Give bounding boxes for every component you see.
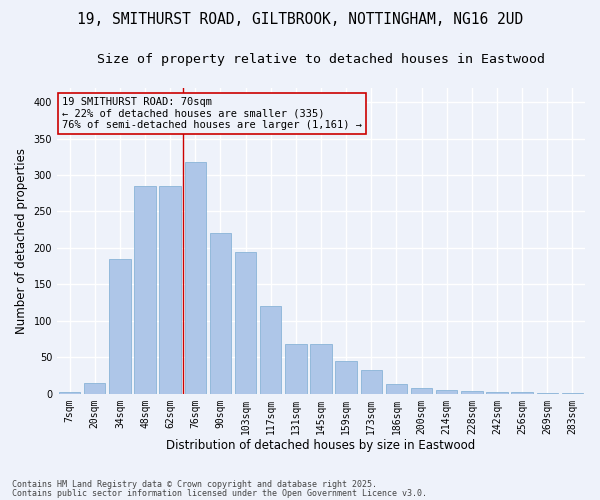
Bar: [260, 306, 281, 394]
Text: Contains public sector information licensed under the Open Government Licence v3: Contains public sector information licen…: [12, 489, 427, 498]
Bar: [335, 361, 357, 394]
Bar: [185, 162, 206, 394]
Bar: [562, 393, 583, 394]
Bar: [310, 344, 332, 394]
Bar: [386, 384, 407, 394]
Bar: [436, 390, 457, 394]
Y-axis label: Number of detached properties: Number of detached properties: [15, 148, 28, 334]
Bar: [59, 392, 80, 394]
Bar: [361, 370, 382, 394]
Bar: [285, 344, 307, 394]
Bar: [160, 186, 181, 394]
Text: Contains HM Land Registry data © Crown copyright and database right 2025.: Contains HM Land Registry data © Crown c…: [12, 480, 377, 489]
X-axis label: Distribution of detached houses by size in Eastwood: Distribution of detached houses by size …: [166, 440, 476, 452]
Text: 19, SMITHURST ROAD, GILTBROOK, NOTTINGHAM, NG16 2UD: 19, SMITHURST ROAD, GILTBROOK, NOTTINGHA…: [77, 12, 523, 28]
Bar: [109, 259, 131, 394]
Bar: [536, 393, 558, 394]
Bar: [235, 252, 256, 394]
Text: 19 SMITHURST ROAD: 70sqm
← 22% of detached houses are smaller (335)
76% of semi-: 19 SMITHURST ROAD: 70sqm ← 22% of detach…: [62, 96, 362, 130]
Bar: [461, 391, 482, 394]
Bar: [487, 392, 508, 394]
Bar: [210, 234, 231, 394]
Bar: [411, 388, 432, 394]
Bar: [134, 186, 156, 394]
Title: Size of property relative to detached houses in Eastwood: Size of property relative to detached ho…: [97, 52, 545, 66]
Bar: [84, 383, 106, 394]
Bar: [511, 392, 533, 394]
